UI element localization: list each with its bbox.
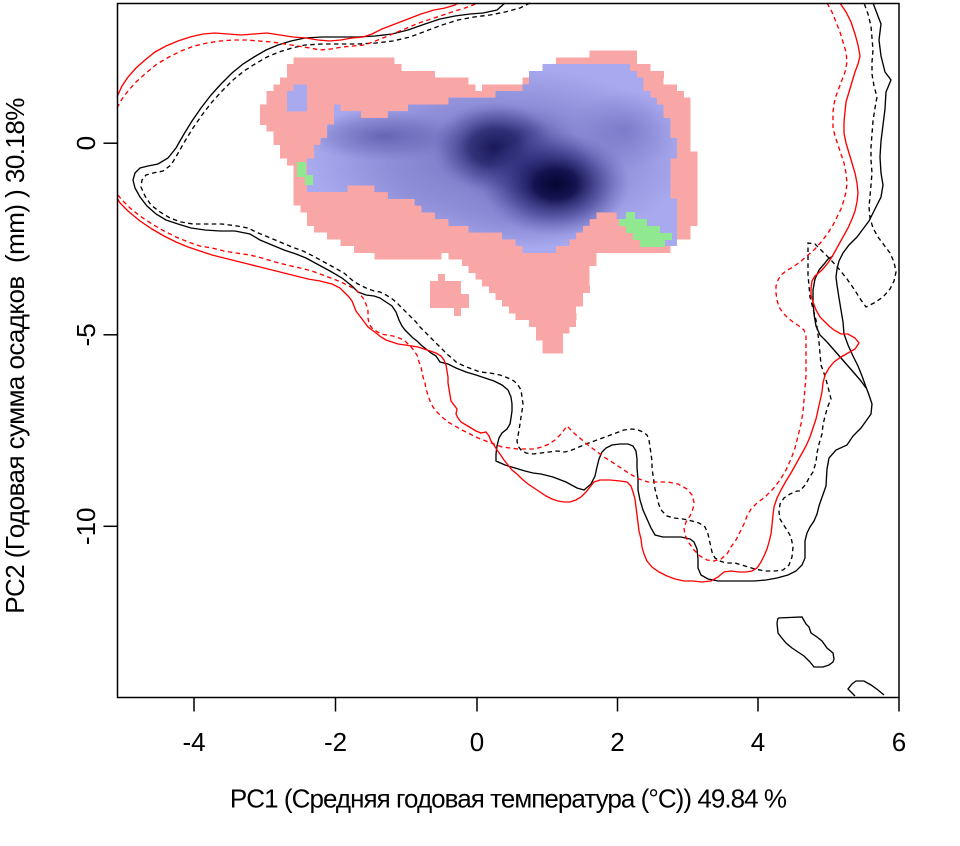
svg-text:PC1 (Средняя годовая температу: PC1 (Средняя годовая температура (°C)) 4…	[230, 784, 787, 814]
svg-text:PC2 (Годовая сумма осадков (m: PC2 (Годовая сумма осадков (mm) ) 30.18%	[0, 98, 30, 614]
svg-text:4: 4	[751, 727, 765, 757]
svg-text:6: 6	[892, 727, 906, 757]
svg-text:-2: -2	[324, 727, 347, 757]
svg-text:-5: -5	[71, 323, 101, 346]
svg-text:0: 0	[71, 136, 101, 150]
svg-text:2: 2	[610, 727, 624, 757]
svg-text:-4: -4	[182, 727, 205, 757]
svg-text:-10: -10	[71, 508, 101, 546]
svg-text:0: 0	[470, 727, 484, 757]
